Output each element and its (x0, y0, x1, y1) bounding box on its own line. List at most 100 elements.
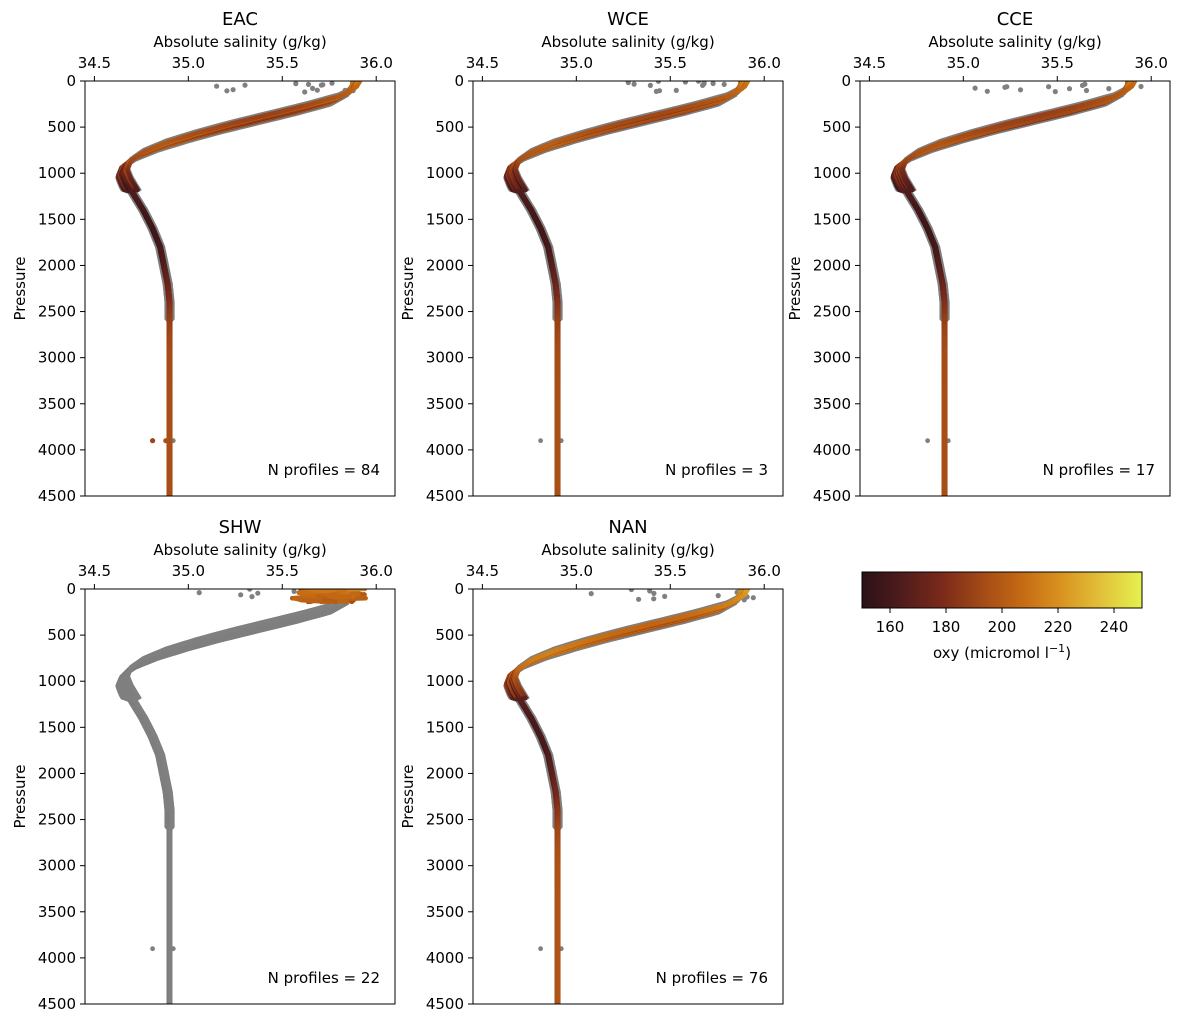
y-tick-label: 500 (47, 118, 76, 136)
y-tick-label: 4500 (426, 487, 464, 505)
y-tick-label: 3500 (426, 395, 464, 413)
grey-profile-line (503, 81, 743, 496)
grey-profile-line (503, 81, 743, 496)
y-tick-label: 4000 (38, 441, 76, 459)
x-tick-label: 36.0 (360, 54, 393, 72)
panel-title: EAC (222, 9, 258, 30)
y-tick-label: 1500 (38, 210, 76, 228)
grey-point (1079, 82, 1086, 88)
grey-profiles (890, 81, 1144, 496)
n-profiles-label: N profiles = 84 (268, 461, 380, 479)
grey-profile-line (890, 81, 1131, 496)
grey-profile-line (503, 81, 744, 496)
x-tick-label: 36.0 (748, 54, 781, 72)
x-tick-label: 35.5 (266, 54, 299, 72)
y-tick-label: 3000 (426, 349, 464, 367)
grey-point (1066, 86, 1073, 92)
y-tick-label: 1500 (426, 210, 464, 228)
grey-point (293, 81, 299, 87)
grey-point (653, 88, 660, 94)
grey-profile-line (115, 81, 355, 496)
grey-profile-line (115, 81, 355, 496)
y-tick-label: 500 (435, 118, 464, 136)
x-axis-label: Absolute salinity (g/kg) (541, 33, 714, 51)
grey-point (655, 81, 662, 84)
x-tick-label: 34.5 (78, 54, 111, 72)
grey-point (972, 85, 978, 91)
grey-profile-line (503, 81, 744, 496)
colored-profiles (503, 81, 751, 496)
y-axis-label: Pressure (399, 256, 417, 320)
y-tick-label: 2500 (426, 303, 464, 321)
grey-point (710, 81, 716, 87)
grey-profile-line (504, 81, 744, 496)
grey-profile-line (116, 81, 356, 496)
oxy-point (150, 438, 156, 444)
x-tick-label: 35.5 (654, 54, 687, 72)
panel-title: WCE (607, 9, 649, 30)
grey-point (1052, 89, 1058, 95)
colored-profiles (115, 81, 363, 496)
x-tick-label: 35.0 (172, 54, 205, 72)
grey-point (305, 81, 312, 87)
grey-point (1002, 84, 1008, 90)
colored-profiles (890, 81, 1138, 496)
oxy-point (163, 438, 169, 444)
grey-point (682, 81, 688, 85)
plot-area (503, 81, 751, 496)
grey-profile-line (891, 81, 1131, 496)
grey-point (318, 82, 324, 88)
y-tick-label: 4500 (38, 487, 76, 505)
panel-cce: 34.5 35.0 35.5 36.0050010001500200025003000… (786, 9, 1171, 505)
grey-profile-line (890, 81, 1131, 496)
plot-area (890, 81, 1144, 496)
grey-point (310, 85, 316, 91)
y-tick-label: 1000 (38, 164, 76, 182)
y-tick-label: 0 (66, 72, 76, 90)
y-axis-label: Pressure (11, 256, 29, 320)
grey-point (631, 81, 637, 87)
panel-eac: 34.5 35.0 35.5 36.0 0 500 1000 1500 2000 2500 3000… (11, 9, 396, 505)
panels: 34.5 35.0 35.5 36.0 0 500 1000 1500 2000 2500 3000… (11, 9, 1171, 1013)
grey-point (538, 438, 543, 444)
plot-area (115, 81, 363, 496)
y-tick-label: 1000 (426, 164, 464, 182)
grey-point (1017, 87, 1024, 93)
y-tick-label: 3000 (38, 349, 76, 367)
grey-profile-line (890, 81, 1130, 496)
y-tick-label: 2500 (38, 303, 76, 321)
x-tick-label: 35.0 (560, 54, 593, 72)
grey-point (214, 83, 220, 89)
grey-point (230, 87, 236, 93)
axes-frame (84, 80, 396, 497)
grey-profile-line (116, 81, 356, 496)
x-tick-label: 34.5 (466, 54, 499, 72)
grey-profile-line (891, 81, 1131, 496)
y-tick-label: 2000 (38, 256, 76, 274)
grey-point (224, 88, 230, 94)
y-tick-label: 2000 (426, 256, 464, 274)
axes-frame (472, 80, 784, 497)
grey-point (242, 82, 248, 88)
grey-profile-line (504, 81, 744, 496)
y-tick-label: 0 (454, 72, 464, 90)
y-tick-label: 3500 (38, 395, 76, 413)
grey-profile-line (891, 81, 1131, 496)
grey-profile-line (116, 81, 356, 496)
grey-point (1138, 83, 1144, 90)
x-axis-label: Absolute salinity (g/kg) (153, 33, 326, 51)
grey-profile-line (504, 81, 744, 496)
grey-point (647, 82, 654, 88)
grey-point (673, 87, 679, 93)
grey-point (329, 81, 335, 86)
y-tick-label: 4000 (426, 441, 464, 459)
grey-profiles (115, 81, 362, 496)
grey-point (1106, 86, 1112, 92)
n-profiles-label: N profiles = 3 (665, 461, 768, 479)
grey-profile-line (115, 81, 356, 496)
grey-profile-line (890, 81, 1130, 496)
grey-point (695, 81, 702, 84)
grey-profile-line (115, 81, 356, 496)
grey-point (314, 87, 320, 93)
